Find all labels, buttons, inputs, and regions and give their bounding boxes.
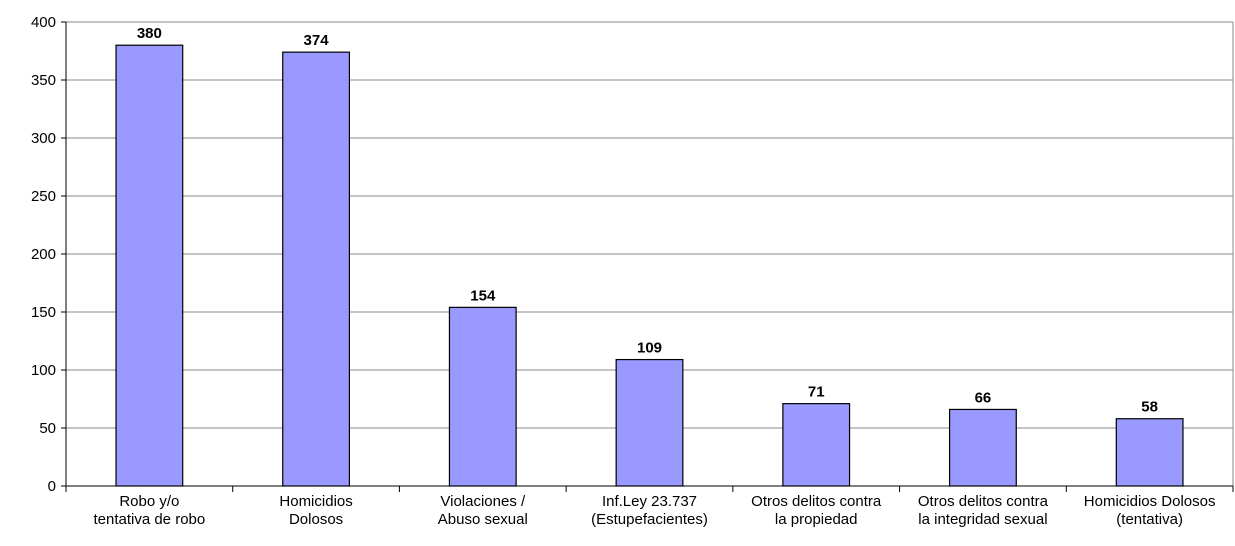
y-tick-label: 200 [31, 246, 56, 263]
x-tick-label: Robo y/o tentativa de robo [93, 493, 205, 528]
y-tick-label: 150 [31, 304, 56, 321]
value-label: 380 [137, 25, 162, 42]
bar [615, 358, 684, 487]
x-tick-label: Otros delitos contra la propiedad [751, 493, 882, 528]
value-label: 58 [1141, 399, 1158, 416]
bar [948, 408, 1017, 487]
value-label: 71 [808, 384, 825, 401]
x-tick-label: Otros delitos contra la integridad sexual [918, 493, 1049, 528]
bar [448, 306, 517, 487]
value-label: 66 [975, 389, 992, 406]
value-label: 374 [304, 32, 330, 49]
x-tick-label: Inf.Ley 23.737 (Estupefacientes) [591, 493, 708, 528]
x-tick-label: Homicidios Dolosos [279, 493, 352, 528]
value-label: 109 [637, 340, 662, 357]
bar [282, 51, 351, 487]
y-tick-label: 100 [31, 362, 56, 379]
x-tick-label: Violaciones / Abuso sexual [438, 493, 528, 528]
y-tick-label: 400 [31, 14, 56, 31]
bar [1115, 418, 1184, 487]
y-tick-label: 350 [31, 72, 56, 89]
bar [115, 44, 184, 487]
y-tick-label: 300 [31, 130, 56, 147]
bar [782, 403, 851, 487]
y-tick-label: 0 [48, 478, 56, 495]
y-tick-label: 50 [39, 420, 56, 437]
y-tick-label: 250 [31, 188, 56, 205]
value-label: 154 [470, 287, 496, 304]
x-tick-label: Homicidios Dolosos (tentativa) [1084, 493, 1216, 528]
